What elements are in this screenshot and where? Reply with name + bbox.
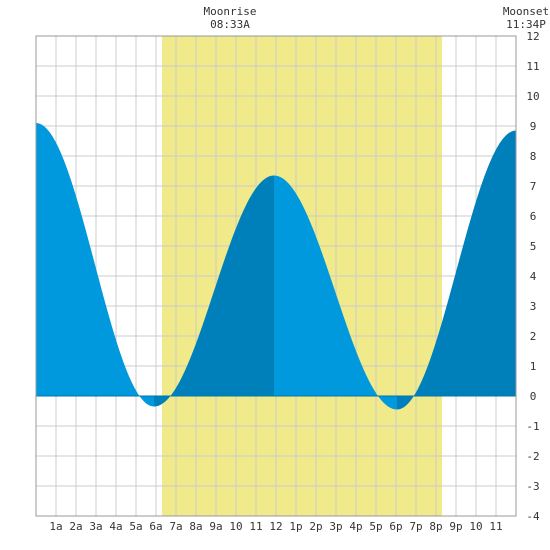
- x-tick-label: 3p: [329, 520, 342, 533]
- x-tick-label: 4a: [109, 520, 122, 533]
- moonset-time: 11:34P: [506, 18, 546, 31]
- y-tick-label: 9: [530, 120, 537, 133]
- plot-area: [36, 35, 516, 517]
- y-tick-label: -4: [526, 510, 540, 523]
- x-tick-label: 6p: [389, 520, 402, 533]
- tide-area-rising: [397, 130, 516, 410]
- y-tick-label: 3: [530, 300, 537, 313]
- moonset-label: Moonset: [503, 5, 549, 18]
- x-tick-label: 6a: [149, 520, 162, 533]
- x-tick-label: 8a: [189, 520, 202, 533]
- y-tick-label: 11: [526, 60, 539, 73]
- x-tick-label: 9p: [449, 520, 462, 533]
- x-tick-label: 7p: [409, 520, 422, 533]
- x-tick-label: 5p: [369, 520, 382, 533]
- x-tick-label: 8p: [429, 520, 442, 533]
- x-tick-label: 10: [229, 520, 242, 533]
- plot-frame: [35, 35, 517, 517]
- x-tick-label: 5a: [129, 520, 142, 533]
- y-tick-label: 12: [526, 30, 539, 43]
- y-tick-label: 6: [530, 210, 537, 223]
- y-tick-label: 4: [530, 270, 537, 283]
- y-tick-label: 5: [530, 240, 537, 253]
- tide-area-falling: [274, 175, 397, 410]
- moonrise-time: 08:33A: [210, 18, 250, 31]
- y-tick-label: 2: [530, 330, 537, 343]
- x-tick-label: 2a: [69, 520, 82, 533]
- x-tick-label: 4p: [349, 520, 362, 533]
- moonrise-label: Moonrise: [204, 5, 257, 18]
- y-tick-label: 0: [530, 390, 537, 403]
- x-tick-label: 9a: [209, 520, 222, 533]
- x-tick-label: 2p: [309, 520, 322, 533]
- y-tick-label: 10: [526, 90, 539, 103]
- x-tick-label: 12: [269, 520, 282, 533]
- y-tick-label: -1: [526, 420, 539, 433]
- y-tick-label: -3: [526, 480, 539, 493]
- x-tick-label: 7a: [169, 520, 182, 533]
- x-tick-label: 11: [489, 520, 502, 533]
- x-tick-label: 10: [469, 520, 482, 533]
- y-tick-label: -2: [526, 450, 539, 463]
- x-tick-label: 1a: [49, 520, 62, 533]
- tide-area-rising: [154, 175, 274, 407]
- x-tick-label: 1p: [289, 520, 302, 533]
- tide-area-falling: [36, 123, 154, 407]
- y-tick-label: 8: [530, 150, 537, 163]
- x-tick-label: 11: [249, 520, 262, 533]
- x-tick-label: 3a: [89, 520, 102, 533]
- y-tick-label: 7: [530, 180, 537, 193]
- y-tick-label: 1: [530, 360, 537, 373]
